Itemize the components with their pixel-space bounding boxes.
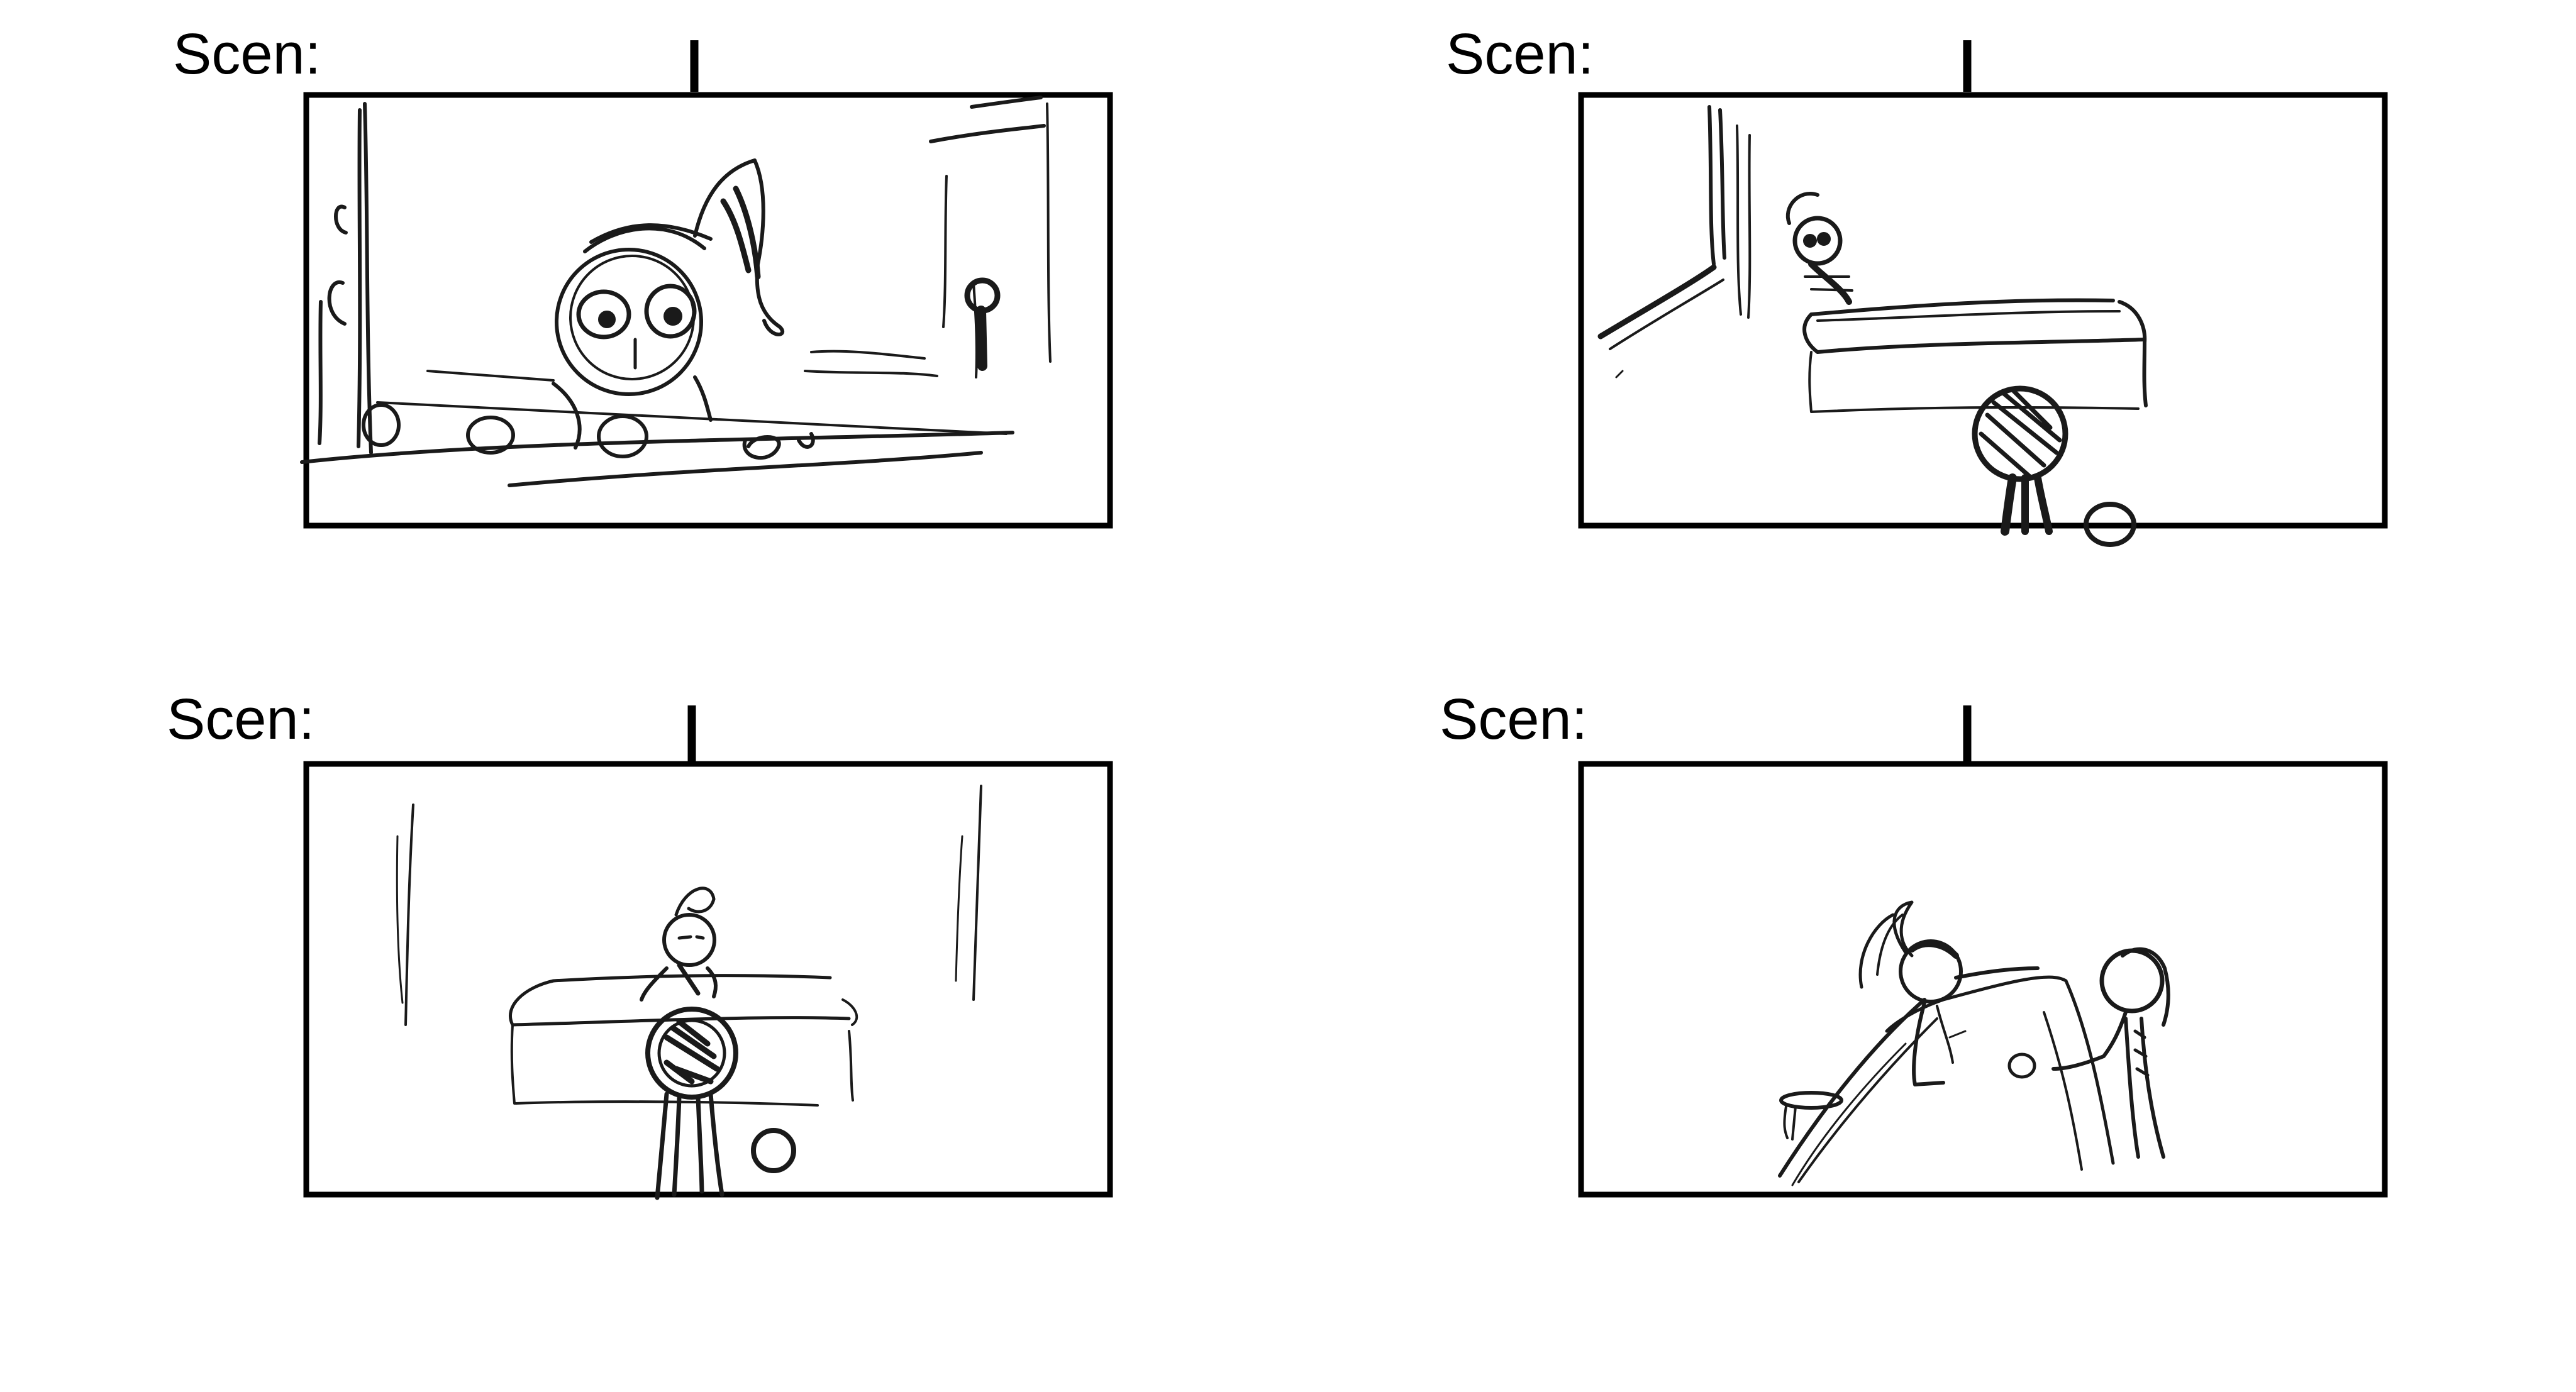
panel-1-sketch xyxy=(300,96,1052,487)
panel-4-sketch xyxy=(1778,900,2170,1186)
storyboard-panel-1 xyxy=(300,40,1113,529)
panel-3-sketch xyxy=(396,785,982,1200)
panel-frame-3 xyxy=(303,761,1113,1198)
storyboard-panel-2 xyxy=(1578,40,2388,547)
storyboard-panel-4 xyxy=(1578,705,2388,1198)
scene-label-1: Scen: xyxy=(173,22,321,86)
scene-label-2: Scen: xyxy=(1446,22,1594,86)
scene-label-4: Scen: xyxy=(1440,687,1588,751)
panel-2-sketch xyxy=(1597,105,2148,547)
scene-label-3: Scen: xyxy=(167,687,315,751)
panel-frame-4 xyxy=(1578,761,2388,1198)
panel-frame-2 xyxy=(1578,92,2388,529)
panel-frame-1 xyxy=(303,92,1113,529)
storyboard-panel-3 xyxy=(303,705,1113,1200)
